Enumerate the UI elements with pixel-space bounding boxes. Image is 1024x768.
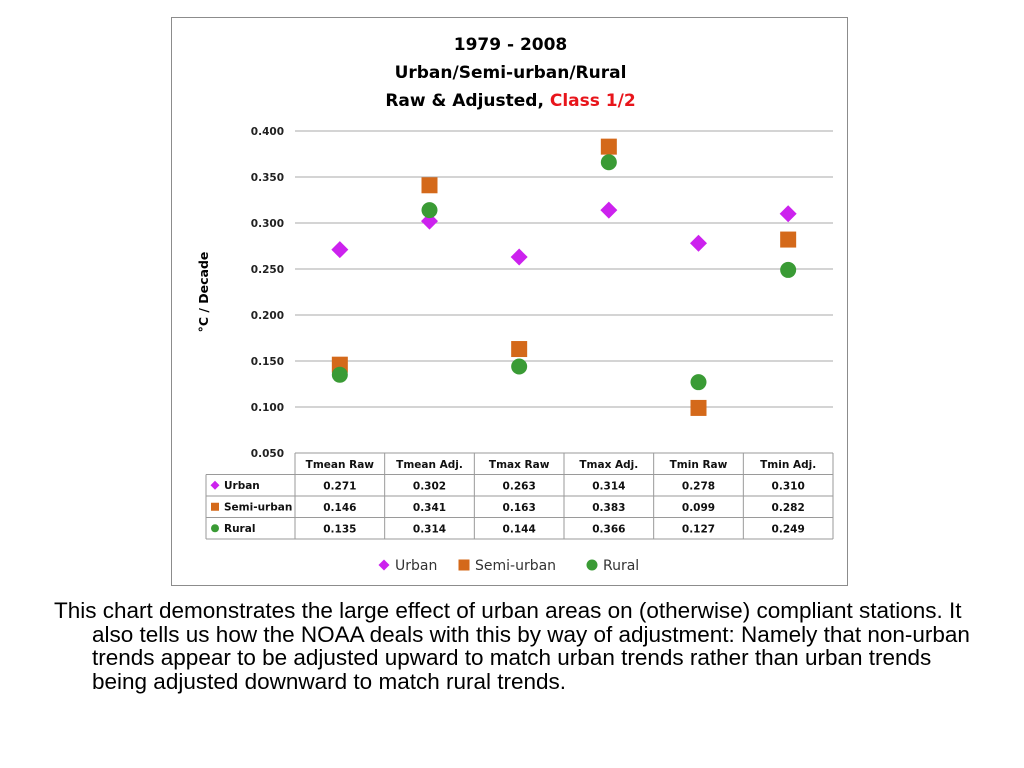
legend-key-rural bbox=[586, 559, 598, 571]
chart-frame: 1979 - 2008 Urban/Semi-urban/Rural Raw & A… bbox=[171, 17, 848, 586]
chart-title-line-1: 1979 - 2008 bbox=[454, 35, 568, 55]
data-point-urban bbox=[421, 212, 438, 230]
table-cell: 0.146 bbox=[323, 502, 356, 514]
data-point-rural bbox=[421, 202, 438, 219]
table-header-cell: Tmin Raw bbox=[670, 459, 728, 471]
y-tick-label: 0.200 bbox=[251, 310, 284, 322]
y-tick-label: 0.300 bbox=[251, 218, 284, 230]
data-point-urban bbox=[600, 201, 618, 219]
data-point-semi-urban bbox=[511, 341, 528, 358]
chart-title-line-2: Urban/Semi-urban/Rural bbox=[395, 63, 627, 83]
caption: This chart demonstrates the large effect… bbox=[54, 599, 974, 693]
table-row-label: Rural bbox=[224, 523, 255, 535]
y-tick-label: 0.050 bbox=[251, 448, 284, 460]
table-cell: 0.366 bbox=[592, 523, 625, 535]
table-header-cell: Tmax Adj. bbox=[579, 459, 638, 471]
y-axis-label: °C / Decade bbox=[196, 252, 211, 333]
y-tick-label: 0.400 bbox=[251, 126, 284, 138]
table-cell: 0.314 bbox=[413, 523, 446, 535]
legend-key-semi-urban bbox=[458, 559, 470, 571]
legend-label: Rural bbox=[603, 558, 639, 574]
data-point-urban bbox=[331, 241, 349, 259]
chart-title-line-3-red: Class 1/2 bbox=[550, 91, 636, 111]
data-point-semi-urban bbox=[600, 138, 617, 155]
chart-title-line-3-black: Raw & Adjusted, bbox=[385, 91, 550, 111]
table-cell: 0.341 bbox=[413, 502, 446, 514]
table-row-label: Urban bbox=[224, 480, 260, 492]
table-cell: 0.263 bbox=[503, 480, 536, 492]
table-row-key-urban bbox=[210, 480, 220, 490]
data-point-urban bbox=[510, 248, 528, 266]
y-tick-label: 0.100 bbox=[251, 402, 284, 414]
data-point-rural bbox=[690, 374, 707, 391]
table-cell: 0.135 bbox=[323, 523, 356, 535]
data-point-rural bbox=[780, 261, 797, 278]
y-tick-label: 0.250 bbox=[251, 264, 284, 276]
chart-title-line-3: Raw & Adjusted, Class 1/2 bbox=[385, 91, 635, 111]
caption-text: This chart demonstrates the large effect… bbox=[54, 598, 970, 694]
legend-label: Urban bbox=[395, 558, 437, 574]
data-point-semi-urban bbox=[780, 231, 797, 248]
data-point-rural bbox=[511, 358, 528, 375]
table-cell: 0.127 bbox=[682, 523, 715, 535]
legend-label: Semi-urban bbox=[475, 558, 556, 574]
y-tick-label: 0.350 bbox=[251, 172, 284, 184]
table-row-key-rural bbox=[211, 524, 219, 533]
table-header-cell: Tmin Adj. bbox=[760, 459, 816, 471]
table-cell: 0.163 bbox=[503, 502, 536, 514]
table-cell: 0.278 bbox=[682, 480, 715, 492]
data-point-semi-urban bbox=[421, 177, 438, 194]
table-cell: 0.282 bbox=[772, 502, 805, 514]
chart-svg: 1979 - 2008 Urban/Semi-urban/Rural Raw & A… bbox=[196, 35, 834, 574]
table-cell: 0.099 bbox=[682, 502, 715, 514]
table-cell: 0.271 bbox=[323, 480, 356, 492]
data-point-rural bbox=[331, 366, 348, 383]
data-point-urban bbox=[779, 205, 797, 223]
table-cell: 0.310 bbox=[772, 480, 805, 492]
table-cell: 0.383 bbox=[592, 502, 625, 514]
table-cell: 0.144 bbox=[503, 523, 536, 535]
table-cell: 0.249 bbox=[772, 523, 805, 535]
table-cell: 0.302 bbox=[413, 480, 446, 492]
table-header-cell: Tmean Raw bbox=[306, 459, 375, 471]
data-point-semi-urban bbox=[690, 399, 707, 416]
table-row-key-semi-urban bbox=[211, 502, 219, 511]
table-cell: 0.314 bbox=[592, 480, 625, 492]
data-point-urban bbox=[690, 234, 707, 252]
table-header-cell: Tmean Adj. bbox=[396, 459, 463, 471]
table-row-label: Semi-urban bbox=[224, 501, 292, 513]
legend-key-urban bbox=[378, 559, 390, 571]
data-point-rural bbox=[600, 154, 617, 171]
table-header-cell: Tmax Raw bbox=[489, 459, 550, 471]
y-tick-label: 0.150 bbox=[251, 356, 284, 368]
